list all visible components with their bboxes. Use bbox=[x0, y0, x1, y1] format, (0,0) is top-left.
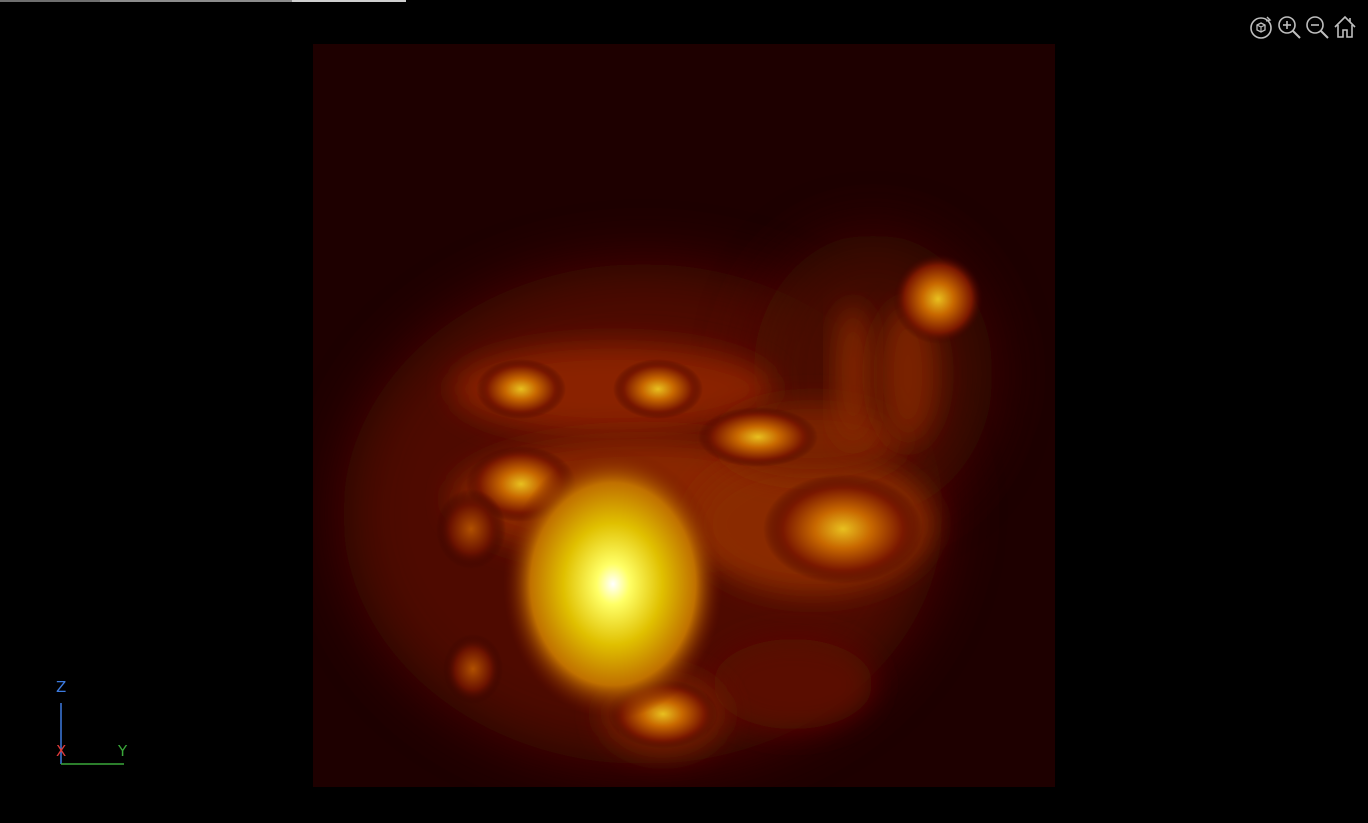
tab-segment-active[interactable] bbox=[292, 0, 406, 2]
tab-segment[interactable] bbox=[100, 0, 292, 2]
z-axis-label: Z bbox=[56, 678, 66, 696]
rotate-3d-icon bbox=[1250, 16, 1272, 39]
axes-triad-graphic: Z X Y bbox=[56, 678, 128, 765]
view-toolbar bbox=[1248, 12, 1358, 42]
zoom-in-icon bbox=[1278, 16, 1301, 39]
tab-segment[interactable] bbox=[0, 0, 100, 2]
top-tab-strip bbox=[0, 0, 1368, 2]
zoom-in-button[interactable] bbox=[1276, 12, 1302, 42]
x-axis-label: X bbox=[56, 742, 66, 760]
zoom-out-icon bbox=[1306, 16, 1329, 39]
heatmap-surface[interactable] bbox=[313, 44, 1055, 787]
y-axis-label: Y bbox=[117, 742, 128, 760]
heatmap-render bbox=[313, 44, 1055, 787]
axes-triad: Z X Y bbox=[40, 678, 150, 778]
home-button[interactable] bbox=[1332, 12, 1358, 42]
home-icon bbox=[1334, 15, 1356, 38]
rotate-3d-button[interactable] bbox=[1248, 12, 1274, 42]
zoom-out-button[interactable] bbox=[1304, 12, 1330, 42]
